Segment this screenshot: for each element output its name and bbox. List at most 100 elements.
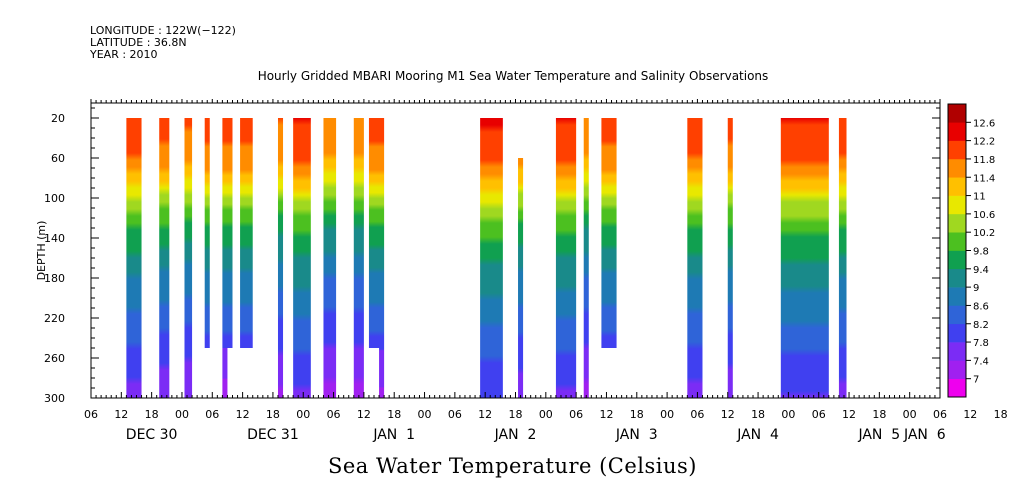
x-tick-label: 12	[114, 408, 128, 421]
data-segment	[518, 158, 524, 398]
data-segment	[204, 118, 210, 348]
variable-label: Sea Water Temperature (Celsius)	[327, 454, 697, 478]
axes: 20 60 100 140 180 220 260 300 DEPTH (m) 06 12 18 00 0…	[35, 99, 1008, 443]
colorbar-label: 10.2	[973, 228, 995, 239]
chart-title: Hourly Gridded MBARI Mooring M1 Sea Wate…	[257, 69, 769, 83]
x-tick-label: 06	[205, 408, 219, 421]
colorbar-label: 10.6	[973, 210, 995, 221]
x-tick-label: 00	[903, 408, 917, 421]
y-tick-label: 260	[44, 352, 65, 365]
colorbar-label: 9.8	[973, 247, 989, 258]
x-day-label: JAN 6	[903, 427, 946, 443]
colorbar-label: 8.6	[973, 301, 989, 312]
y-tick-label: 20	[51, 112, 65, 125]
data-segment	[687, 118, 703, 398]
colorbar-label: 9.4	[973, 265, 989, 276]
y-tick-label: 60	[51, 152, 65, 165]
data-segment	[293, 118, 311, 398]
data-segment	[353, 118, 364, 398]
colorbar-label: 7	[973, 375, 979, 386]
x-tick-label: 00	[175, 408, 189, 421]
x-tick-label: 18	[266, 408, 280, 421]
y-tick-label: 100	[44, 192, 65, 205]
x-day-label: JAN 1	[372, 427, 415, 443]
colorbar-swatch	[948, 323, 966, 343]
colorbar-label: 11.4	[973, 173, 995, 184]
x-tick-label: 18	[630, 408, 644, 421]
colorbar-swatch	[948, 122, 966, 141]
colorbar-label: 8.2	[973, 320, 989, 331]
x-tick-label: 00	[660, 408, 674, 421]
data-segment	[222, 348, 228, 398]
y-tick-label: 180	[44, 272, 65, 285]
colorbar-swatch	[948, 360, 966, 379]
x-day-label: DEC 31	[247, 427, 299, 443]
y-tick-label: 300	[44, 392, 65, 405]
colorbar-swatch	[948, 250, 966, 270]
colorbar-label: 12.2	[973, 137, 995, 148]
colorbar-label: 11	[973, 192, 986, 203]
x-tick-label: 06	[327, 408, 341, 421]
y-tick-label: 220	[44, 312, 65, 325]
x-tick-label: 12	[963, 408, 977, 421]
colorbar-swatch	[948, 342, 966, 361]
x-tick-label: 00	[781, 408, 795, 421]
x-tick-label: 18	[509, 408, 523, 421]
x-tick-label: 18	[387, 408, 401, 421]
colorbar-swatch	[948, 104, 966, 123]
x-tick-label: 18	[994, 408, 1008, 421]
colorbar-swatch	[948, 268, 966, 288]
x-tick-label: 06	[569, 408, 583, 421]
x-tick-label: 12	[236, 408, 250, 421]
x-day-label: DEC 30	[126, 427, 178, 443]
colorbar-swatch	[948, 287, 966, 306]
colorbar-label: 9	[973, 283, 979, 294]
data-segment	[240, 118, 253, 348]
y-axis-label: DEPTH (m)	[35, 221, 48, 281]
colorbar-swatch	[948, 140, 966, 160]
data-segment	[368, 118, 385, 348]
x-tick-label: 06	[84, 408, 98, 421]
x-tick-label: 18	[872, 408, 886, 421]
x-tick-label: 18	[145, 408, 159, 421]
colorbar-swatch	[948, 213, 966, 233]
year-label: YEAR : 2010	[90, 48, 158, 61]
x-tick-label: 00	[296, 408, 310, 421]
x-tick-label: 06	[448, 408, 462, 421]
y-tick-label: 140	[44, 232, 65, 245]
data-segment	[184, 118, 193, 398]
x-day-label: JAN 2	[494, 427, 537, 443]
data-segment	[601, 118, 617, 348]
x-day-label: JAN 3	[615, 427, 658, 443]
colorbar-swatch	[948, 305, 966, 325]
data-segment	[222, 118, 233, 348]
data-segment	[583, 118, 589, 398]
x-tick-label: 12	[721, 408, 735, 421]
x-tick-label: 00	[539, 408, 553, 421]
colorbar-swatch	[948, 232, 966, 251]
x-tick-label: 00	[418, 408, 432, 421]
data-segment	[277, 118, 284, 398]
x-day-label: JAN 5	[857, 427, 900, 443]
colorbar-swatch	[948, 158, 966, 178]
x-tick-label: 06	[812, 408, 826, 421]
data-segment	[555, 118, 577, 398]
colorbar-swatch	[948, 177, 966, 196]
colorbar-swatch	[948, 195, 966, 215]
x-tick-label: 12	[357, 408, 371, 421]
data-segment	[323, 118, 337, 398]
data-segment	[159, 118, 170, 398]
data-segment	[379, 348, 385, 398]
colorbar-label: 7.4	[973, 356, 989, 367]
x-tick-label: 12	[842, 408, 856, 421]
colorbar-label: 7.8	[973, 338, 989, 349]
x-tick-label: 12	[599, 408, 613, 421]
data-segment	[838, 118, 847, 398]
colorbar-label: 11.8	[973, 155, 995, 166]
x-day-label: JAN 4	[736, 427, 779, 443]
x-tick-label: 06	[690, 408, 704, 421]
data-segment	[126, 118, 142, 398]
colorbar-label: 12.6	[973, 118, 995, 129]
colorbar: 7 7.4 7.8 8.2 8.6 9 9.4 9.8 10.2 10.6 11 11.4 11.8 12…	[947, 103, 995, 398]
